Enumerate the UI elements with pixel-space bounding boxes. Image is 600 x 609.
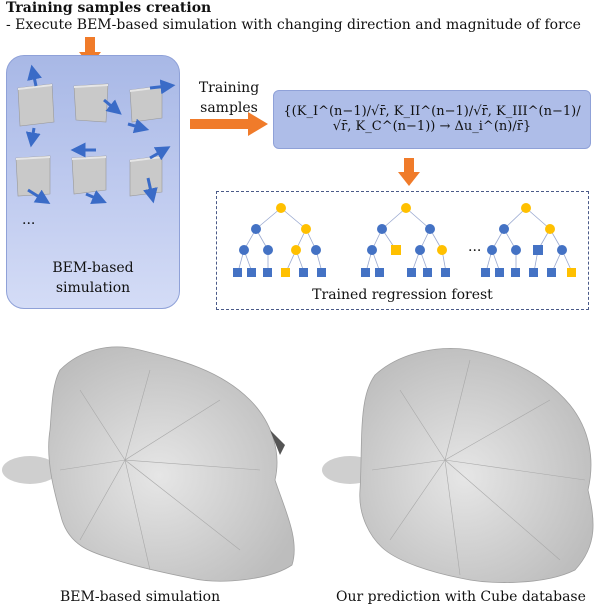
simulation-label: BEM-based simulation [6,258,180,298]
simulation-label-line2: simulation [55,280,131,296]
plate-6 [129,146,171,204]
force-arrow-icon [127,118,150,134]
regression-forest-box [216,191,589,310]
plate-3 [127,79,176,134]
plate-2 [73,83,122,123]
plate-4 [15,155,51,204]
force-arrow-icon [85,190,107,204]
section-subtitle: - Execute BEM-based simulation with chan… [6,17,581,33]
plate-1 [17,64,55,127]
force-arrow-icon [149,79,176,95]
force-arrow-icon [27,188,51,204]
orange-arrow-down-forest [398,158,420,186]
force-arrow-icon [143,177,158,204]
training-label-line2: samples [200,100,258,116]
training-samples-label: Training samples [192,78,266,118]
forest-ellipsis: ... [468,239,482,255]
regression-forest-trees [233,203,576,277]
section-title: Training samples creation [6,0,212,16]
forest-label: Trained regression forest [312,287,493,303]
caption-prediction: Our prediction with Cube database [336,589,586,605]
prediction-render [322,348,594,583]
simulation-ellipsis: ... [22,212,36,228]
force-arrow-icon [27,64,42,87]
force-arrow-icon [103,98,122,115]
orange-arrow-right [190,112,268,136]
plate-5 [70,142,107,204]
force-arrow-icon [149,146,171,161]
simulation-label-line1: BEM-based [52,260,134,276]
caption-bem-simulation: BEM-based simulation [60,589,221,605]
bem-simulation-render [2,346,295,582]
forest-nodes [233,203,576,277]
formula-box [273,90,591,149]
training-label-line1: Training [198,80,260,96]
formula-text: {(K_I^(n−1)/√r̄, K_II^(n−1)/√r̄, K_III^(… [283,104,581,134]
render-images [2,346,594,583]
